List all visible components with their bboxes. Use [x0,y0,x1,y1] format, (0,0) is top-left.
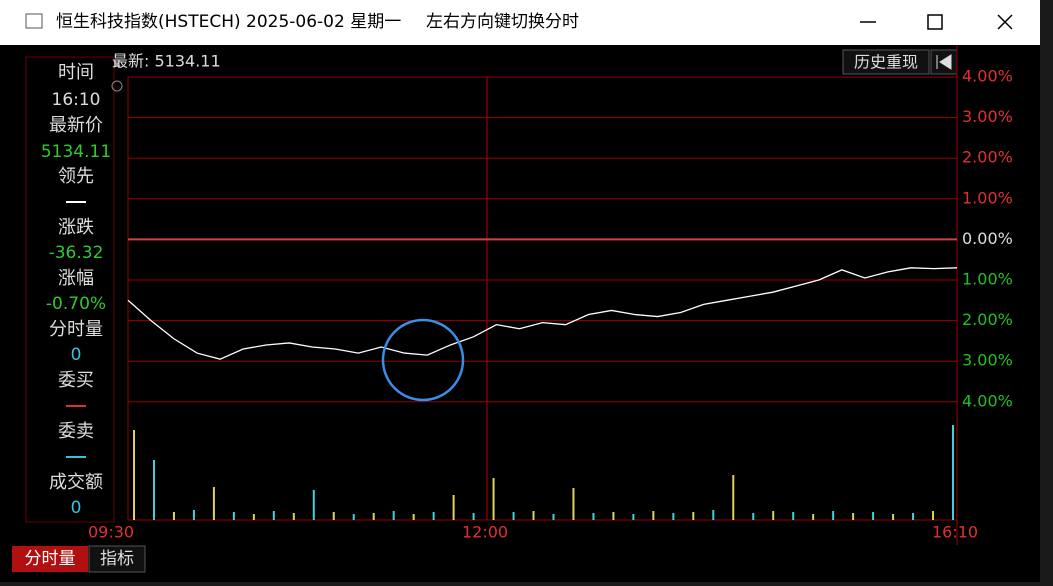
time-label: 09:30 [88,523,134,542]
time-label: 16:10 [932,523,978,542]
volume-bar [912,513,915,520]
volume-bar [712,510,715,520]
panel-settings[interactable] [111,80,123,92]
volume-bar [352,514,355,520]
volume-bar [332,512,335,520]
back-icon[interactable] [936,54,952,70]
maximize-button[interactable] [927,14,943,30]
label: 分时量 [49,319,103,340]
value: -0.70% [46,294,106,314]
chart-layer: 4.00% 3.00% 2.00% 1.00% 0.00% 1.00% 2.00% 3.00%… [88,67,1013,542]
volume-bar [832,511,835,520]
label: 涨跌 [58,217,94,238]
last-price-text: 最新: 5134.11 [112,52,221,71]
pct-label: 1.00% [962,188,1013,207]
pct-label: 0.00% [962,229,1013,248]
panel-close[interactable]: × [112,58,123,73]
tab-active[interactable] [12,546,88,572]
value: 5134.11 [41,142,111,162]
volume-bar [732,475,735,520]
pct-label: 2.00% [962,148,1013,167]
volume-bar [232,512,235,520]
volume-bar [392,511,395,520]
volume-bar [752,513,755,520]
volume-bar [512,512,515,520]
volume-bar [172,512,175,520]
highlight-circle [381,318,465,402]
pct-label: 3.00% [962,351,1013,370]
value: -36.32 [49,243,104,263]
volume-bar [892,514,895,520]
volume-bar [652,511,655,520]
label: 最新价 [49,115,103,136]
volume-bar [872,512,875,520]
label: 委买 [58,370,94,391]
volume-bar [452,495,455,520]
volume-bar [672,513,675,520]
volume-bar [412,514,415,520]
volume-bar [852,513,855,520]
value: 0 [71,345,82,365]
label: 成交额 [49,472,103,493]
time-label: 12:00 [462,523,508,542]
volume-bar [372,513,375,520]
volume-bar [932,511,935,520]
pct-label: 4.00% [962,67,1013,86]
info-panel-texts: 时间 16:10 最新价 5134.11 领先 涨跌 -36.32 涨幅 -0.… [41,62,111,518]
volume-bar [532,511,535,520]
label: 领先 [58,166,94,187]
volume-bar [432,512,435,520]
volume-bar [133,430,135,520]
close-button[interactable] [997,14,1013,30]
volume-bar [772,511,775,520]
volume-bar [592,513,595,520]
tab-label[interactable]: 分时量 [25,549,76,569]
volume-bar [612,512,615,520]
tab[interactable] [88,545,146,573]
window-title: 恒生科技指数(HSTECH) 2025-06-02 星期一 [56,12,401,32]
label: 时间 [58,62,94,83]
volume-bar [632,514,635,520]
tab-label[interactable]: 指标 [100,549,134,569]
volume-bar [292,513,295,520]
label: 委卖 [58,421,94,442]
pct-label: 2.00% [962,310,1013,329]
pct-label: 1.00% [962,270,1013,289]
price-line [127,267,958,360]
window-hint: 左右方向键切换分时 [426,12,579,32]
pct-label: 3.00% [962,107,1013,126]
value: 0 [71,498,82,518]
label: 涨幅 [58,268,94,289]
pct-label: 4.00% [962,391,1013,410]
replay-label[interactable]: 历史重现 [854,53,918,72]
volume-bar [312,490,315,520]
volume-bar [492,478,495,520]
volume-bar [952,425,954,520]
replay-button[interactable] [842,49,930,75]
value: 16:10 [52,90,101,110]
volume-bar [252,514,255,520]
app-icon [25,13,43,29]
volume-bar [192,510,195,520]
volume-bar [272,511,275,520]
volume-bar [792,512,795,520]
volume-bar [572,488,575,520]
info-panel [25,56,115,523]
volume-bar [212,487,215,520]
volume-bar [472,513,475,520]
volume-bar [692,512,695,520]
volume-bar [812,514,815,520]
volume-bar [552,514,555,520]
volume-bar [152,460,155,520]
